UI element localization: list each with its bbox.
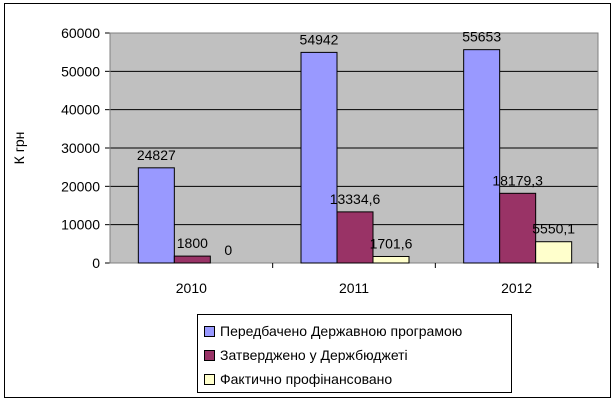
legend-item: Фактично профінансовано <box>204 367 511 391</box>
y-tick-label: 10000 <box>61 217 100 233</box>
y-tick-label: 0 <box>92 255 100 271</box>
legend-label: Фактично профінансовано <box>220 371 393 387</box>
bar <box>499 192 537 264</box>
y-tick-label: 20000 <box>61 178 100 194</box>
data-label: 0 <box>224 242 232 258</box>
legend-item: Затверджено у Держбюджеті <box>204 343 511 367</box>
bar <box>535 241 573 264</box>
bar <box>372 255 410 264</box>
x-tick-label: 2011 <box>339 280 369 296</box>
legend-label: Передбачено Державною програмою <box>220 323 463 339</box>
data-label: 1800 <box>177 235 208 251</box>
bar <box>463 49 501 264</box>
legend-label: Затверджено у Держбюджеті <box>220 347 408 363</box>
data-label: 54942 <box>300 31 339 47</box>
bar <box>137 167 175 264</box>
x-tick-label: 2012 <box>501 280 532 296</box>
bar <box>173 255 211 264</box>
legend-item: Передбачено Державною програмою <box>204 319 511 343</box>
legend-swatch <box>204 349 215 361</box>
data-label: 18179,3 <box>492 172 543 188</box>
bar <box>336 211 374 264</box>
data-label: 5550,1 <box>532 221 575 237</box>
y-tick-label: 30000 <box>61 140 100 156</box>
y-tick-label: 40000 <box>61 102 100 118</box>
y-tick-label: 60000 <box>61 25 100 41</box>
legend-swatch <box>204 373 215 385</box>
data-label: 55653 <box>462 29 501 45</box>
y-axis-label: К грн <box>11 132 27 165</box>
data-label: 24827 <box>137 147 176 163</box>
legend-swatch <box>204 325 215 337</box>
data-label: 1701,6 <box>370 235 413 251</box>
bar <box>300 51 338 264</box>
legend: Передбачено Державною програмою Затвердже… <box>197 314 512 393</box>
y-tick-label: 50000 <box>61 63 100 79</box>
data-label: 13334,6 <box>330 191 381 207</box>
x-tick-label: 2010 <box>176 280 207 296</box>
